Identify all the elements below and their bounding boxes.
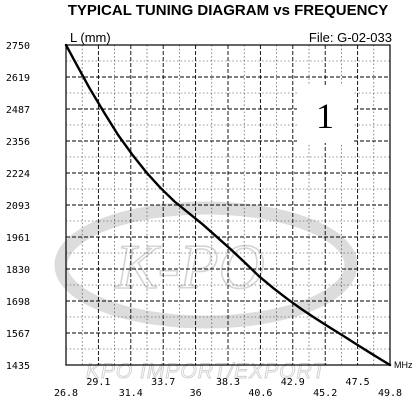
series-layer bbox=[64, 43, 392, 367]
x-tick-labels: 26.8 29.1 31.4 33.7 36 38.3 40.6 42.9 45.2 47.5 49… bbox=[54, 377, 402, 399]
file-label: File: G-02-033 bbox=[309, 30, 392, 45]
x-tick-label: 31.4 bbox=[119, 388, 143, 399]
chart-title: TYPICAL TUNING DIAGRAM vs FREQUENCY bbox=[68, 2, 389, 19]
y-tick-label: 2619 bbox=[6, 73, 30, 84]
watermark: K-PO KPO IMPORT/EXPORT bbox=[54, 201, 358, 383]
y-tick-label: 2224 bbox=[6, 169, 30, 180]
x-tick-label: 49.8 bbox=[378, 388, 402, 399]
y-tick-label: 1698 bbox=[6, 297, 30, 308]
y-tick-label: 1961 bbox=[6, 233, 30, 244]
x-tick-label: 33.7 bbox=[151, 377, 175, 388]
x-tick-label: 42.9 bbox=[281, 377, 305, 388]
y-tick-label: 1567 bbox=[6, 329, 30, 340]
badge-box bbox=[297, 85, 353, 143]
x-tick-label: 36 bbox=[190, 388, 202, 399]
x-tick-label: 45.2 bbox=[313, 388, 337, 399]
x-axis-unit: MHz bbox=[394, 360, 413, 370]
y-axis-label: L (mm) bbox=[70, 30, 111, 45]
x-tick-label: 29.1 bbox=[86, 377, 110, 388]
y-tick-label: 1435 bbox=[6, 361, 30, 372]
y-tick-label: 2750 bbox=[6, 41, 30, 52]
x-tick-label: 38.3 bbox=[216, 377, 240, 388]
tuning-curve bbox=[64, 43, 392, 367]
plot-frame bbox=[65, 44, 391, 366]
y-tick-label: 2487 bbox=[6, 105, 30, 116]
watermark-logo: K-PO bbox=[114, 231, 264, 302]
x-tick-label: 26.8 bbox=[54, 388, 78, 399]
watermark-ring bbox=[54, 201, 358, 329]
diagram-number-badge: 1 bbox=[316, 96, 334, 136]
y-tick-label: 2093 bbox=[6, 201, 30, 212]
y-tick-label: 1830 bbox=[6, 265, 30, 276]
x-tick-label: 47.5 bbox=[346, 377, 370, 388]
y-tick-label: 2356 bbox=[6, 137, 30, 148]
x-tick-label: 40.6 bbox=[248, 388, 272, 399]
y-tick-labels: 2750 2619 2487 2356 2224 2093 1961 1830 1698 1567… bbox=[6, 41, 30, 372]
